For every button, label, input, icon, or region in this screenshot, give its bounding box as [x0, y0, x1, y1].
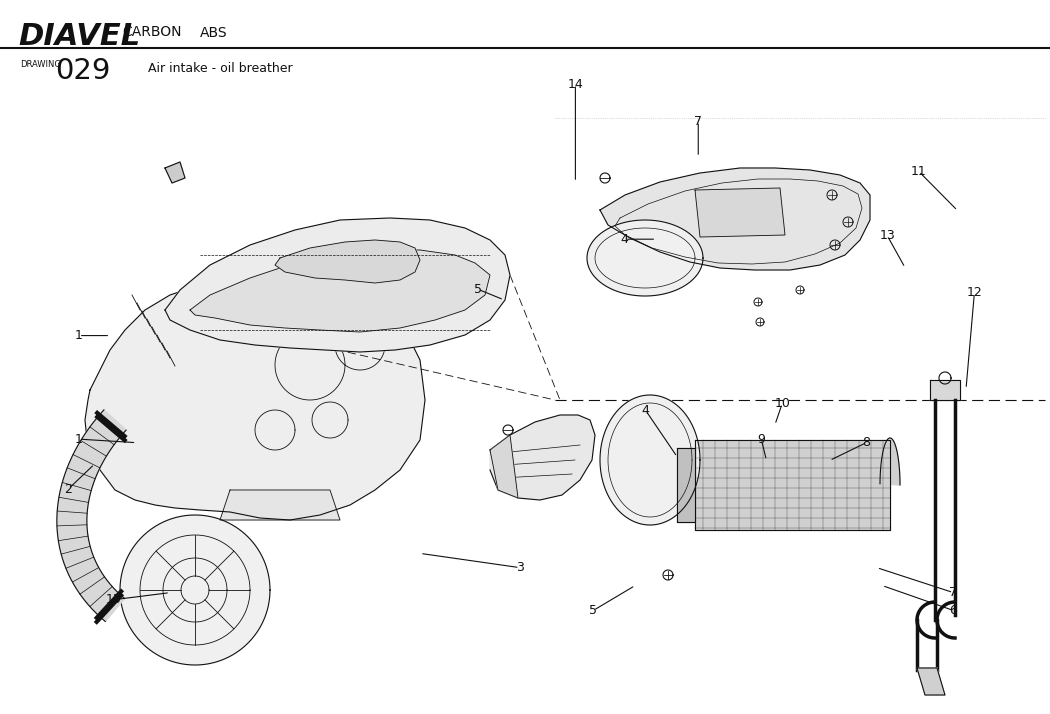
- Text: 4: 4: [621, 233, 629, 246]
- Polygon shape: [695, 440, 890, 530]
- Polygon shape: [917, 668, 945, 695]
- Text: 11: 11: [911, 165, 926, 178]
- Text: 12: 12: [967, 286, 983, 299]
- Text: 3: 3: [516, 561, 524, 574]
- Polygon shape: [275, 240, 420, 283]
- Text: 13: 13: [880, 229, 895, 242]
- Polygon shape: [490, 415, 595, 500]
- Text: 2: 2: [64, 483, 72, 496]
- Text: 7: 7: [949, 586, 958, 599]
- Text: 029: 029: [55, 57, 110, 85]
- Text: Air intake - oil breather: Air intake - oil breather: [148, 62, 293, 75]
- Polygon shape: [85, 278, 425, 520]
- Text: 15: 15: [105, 593, 122, 606]
- Text: 1: 1: [75, 329, 83, 342]
- Polygon shape: [880, 438, 900, 485]
- Text: ABS: ABS: [200, 26, 228, 40]
- Polygon shape: [600, 395, 700, 525]
- Text: 10: 10: [774, 397, 791, 410]
- Text: 7: 7: [694, 115, 702, 128]
- Text: 6: 6: [949, 604, 958, 617]
- Text: 1: 1: [75, 433, 83, 446]
- Polygon shape: [165, 162, 185, 183]
- Polygon shape: [120, 515, 270, 665]
- Text: 4: 4: [642, 404, 650, 417]
- Polygon shape: [695, 188, 785, 237]
- Polygon shape: [677, 448, 695, 522]
- Text: 5: 5: [474, 283, 482, 296]
- Polygon shape: [930, 380, 960, 400]
- Text: CARBON: CARBON: [122, 25, 182, 39]
- Text: DIAVEL: DIAVEL: [18, 22, 140, 51]
- Polygon shape: [165, 218, 510, 352]
- Polygon shape: [587, 220, 704, 296]
- Text: DRAWING: DRAWING: [20, 60, 61, 69]
- Text: 9: 9: [757, 433, 765, 446]
- Polygon shape: [190, 250, 490, 332]
- Polygon shape: [220, 490, 340, 520]
- Text: 8: 8: [862, 436, 870, 449]
- Polygon shape: [57, 410, 126, 621]
- Polygon shape: [600, 168, 870, 270]
- Text: 14: 14: [568, 78, 584, 91]
- Text: 5: 5: [589, 604, 597, 617]
- Polygon shape: [490, 435, 518, 498]
